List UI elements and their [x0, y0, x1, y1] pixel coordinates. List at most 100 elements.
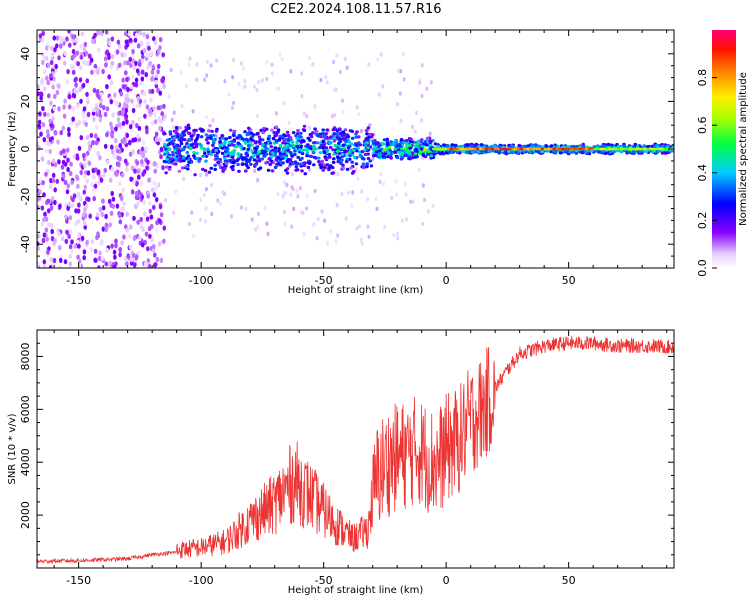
- heatmap-cell: [120, 206, 124, 212]
- heatmap-cell: [101, 68, 105, 75]
- heatmap-cell: [99, 91, 104, 98]
- heatmap-cell: [584, 147, 589, 151]
- heatmap-cell: [355, 130, 359, 134]
- heatmap-cell: [581, 147, 586, 151]
- heatmap-cell: [106, 159, 110, 165]
- heatmap-cell: [166, 160, 171, 164]
- heatmap-cell: [414, 110, 418, 116]
- heatmap-cell: [213, 167, 217, 171]
- heatmap-cell: [118, 252, 122, 258]
- heatmap-cell: [71, 197, 75, 203]
- heatmap-cell: [99, 177, 104, 183]
- heatmap-cell: [95, 235, 99, 241]
- heatmap-cell: [262, 154, 267, 158]
- heatmap-cell: [192, 129, 196, 133]
- heatmap-cell: [305, 148, 310, 152]
- heatmap-cell: [312, 163, 316, 167]
- heatmap-cell: [37, 145, 41, 151]
- heatmap-cell: [302, 163, 307, 168]
- heatmap-cell: [183, 145, 187, 149]
- heatmap-cell: [425, 86, 429, 92]
- heatmap-cell: [92, 106, 96, 113]
- heatmap-cell: [631, 150, 636, 154]
- heatmap-cell: [428, 140, 433, 144]
- heatmap-cell: [110, 54, 115, 60]
- heatmap-cell: [96, 30, 101, 36]
- heatmap-cell: [131, 58, 136, 64]
- heatmap-cell: [42, 264, 47, 268]
- heatmap-cell: [421, 183, 425, 188]
- heatmap-cell: [40, 221, 45, 227]
- heatmap-cell: [43, 86, 47, 92]
- heatmap-cell: [125, 132, 130, 138]
- heatmap-cell: [254, 148, 258, 152]
- heatmap-cell: [158, 137, 162, 143]
- heatmap-cell: [186, 139, 190, 143]
- heatmap-cell: [295, 136, 299, 140]
- heatmap-cell: [302, 124, 307, 128]
- colorbar-gradient: [712, 30, 736, 268]
- heatmap-cell: [39, 91, 43, 97]
- heatmap-cell: [353, 156, 357, 160]
- heatmap-cell: [127, 233, 132, 239]
- heatmap-cell: [118, 181, 122, 187]
- heatmap-cell: [247, 143, 251, 148]
- heatmap-cell: [240, 162, 245, 166]
- heatmap-cell: [649, 147, 654, 151]
- heatmap-cell: [131, 48, 135, 55]
- heatmap-cell: [596, 147, 601, 151]
- heatmap-cell: [422, 147, 427, 152]
- heatmap-cell: [68, 170, 73, 177]
- heatmap-cell: [71, 92, 76, 98]
- heatmap-cell: [152, 180, 156, 186]
- heatmap-cell: [50, 228, 54, 235]
- heatmap-cell: [247, 159, 251, 163]
- heatmap-cell: [305, 193, 309, 199]
- heatmap-cell: [203, 77, 207, 83]
- heatmap-cell: [175, 132, 179, 136]
- heatmap-cell: [163, 132, 167, 136]
- heatmap-cell: [49, 256, 53, 262]
- heatmap-cell: [158, 90, 163, 96]
- heatmap-cell: [365, 165, 369, 169]
- heatmap-cell: [347, 190, 351, 195]
- heatmap-cell: [71, 69, 76, 75]
- heatmap-cell: [75, 50, 80, 56]
- heatmap-cell: [243, 130, 247, 134]
- heatmap-cell: [95, 89, 100, 95]
- heatmap-cell: [92, 87, 97, 93]
- heatmap-cell: [128, 124, 133, 130]
- heatmap-cell: [140, 58, 145, 64]
- heatmap-cell: [42, 137, 47, 143]
- heatmap-cell: [123, 52, 127, 58]
- heatmap-cell: [408, 146, 413, 150]
- heatmap-cell: [252, 84, 256, 89]
- heatmap-cell: [654, 144, 659, 148]
- heatmap-cell: [91, 140, 95, 146]
- heatmap-cell: [237, 82, 241, 87]
- heatmap-cell: [246, 147, 251, 151]
- heatmap-cell: [179, 70, 183, 75]
- heatmap-cell: [145, 216, 150, 222]
- heatmap-cell: [107, 54, 111, 61]
- heatmap-cell: [188, 56, 192, 61]
- x-axis-title: Height of straight line (km): [288, 285, 424, 296]
- heatmap-cell: [104, 62, 108, 68]
- chart-title: C2E2.2024.108.11.57.R16: [270, 2, 442, 17]
- heatmap-cell: [94, 124, 99, 130]
- heatmap-cell: [416, 139, 421, 143]
- heatmap-cell: [230, 143, 234, 147]
- heatmap-cell: [265, 60, 269, 65]
- heatmap-cell: [283, 180, 286, 185]
- heatmap-cell: [98, 155, 102, 161]
- heatmap-cell: [126, 97, 131, 103]
- heatmap-cell: [138, 235, 142, 242]
- heatmap-cell: [96, 69, 100, 75]
- x-tick-label: 50: [562, 274, 576, 287]
- heatmap-cell: [335, 203, 339, 208]
- heatmap-cell: [43, 111, 47, 117]
- heatmap-cell: [308, 154, 313, 158]
- heatmap-cell: [76, 61, 80, 67]
- heatmap-cell: [129, 62, 133, 68]
- heatmap-cell: [652, 147, 657, 151]
